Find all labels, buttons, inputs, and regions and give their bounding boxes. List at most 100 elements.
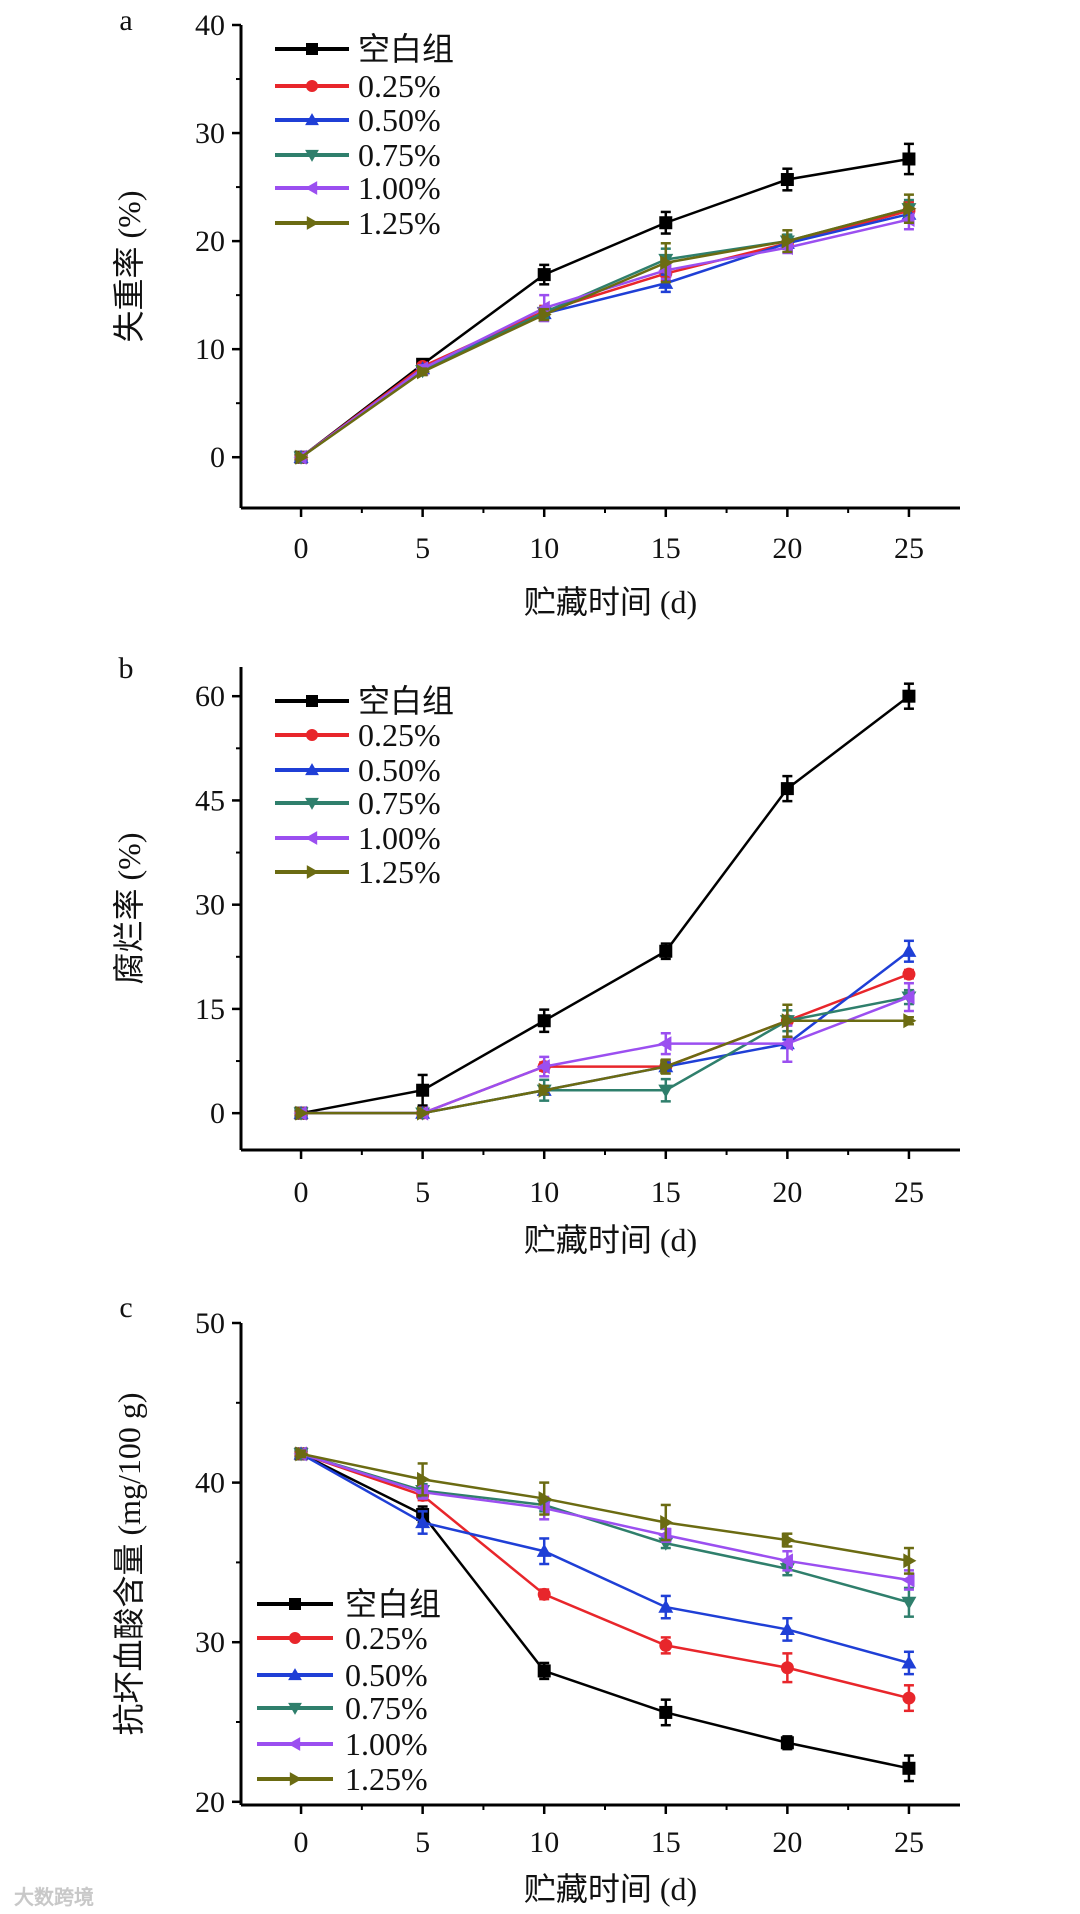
legend-label: 1.00% [345,1726,428,1762]
x-tick-label: 5 [415,532,430,565]
legend-entry: 1.25% [275,205,441,241]
legend-entry: 0.25% [257,1620,428,1656]
series-line [300,207,910,459]
legend-label: 0.50% [358,102,441,138]
data-point [779,1621,795,1636]
legend-marker [289,1632,301,1644]
y-tick-label: 40 [195,9,225,42]
series-line [300,1452,910,1563]
legend-label: 0.25% [358,717,441,753]
legend-label: 空白组 [345,1586,441,1622]
data-point [660,1515,674,1530]
x-tick-label: 25 [894,1176,924,1209]
series-line [301,973,910,1115]
series-line [300,218,910,459]
y-axis-label: 腐烂率 (%) [111,833,147,985]
data-point [903,1553,917,1569]
series-line [300,207,910,459]
data-point [901,1572,915,1588]
legend-entry: 0.75% [275,785,441,821]
series-line [300,1452,910,1770]
series-line [300,1452,910,1665]
x-tick-label: 5 [415,1176,430,1209]
x-tick-label: 15 [651,1176,681,1209]
data-point [417,1471,431,1487]
legend-entry: 1.00% [275,170,441,206]
x-axis-label: 贮藏时间 (d) [524,1222,697,1258]
legend-marker [305,181,318,195]
chart-panel-c: 20 30 40 50 0 5 10 15 20 25 贮藏时间 (d) 抗坏血酸含量 (mg/100… [111,1291,960,1907]
series-1.00% [293,981,915,1121]
y-tick-label: 30 [195,117,225,150]
legend-entry: 空白组 [275,31,454,67]
data-point [295,449,309,465]
x-tick-label: 20 [772,1176,802,1209]
x-tick-label: 25 [894,532,924,565]
data-point [901,943,917,957]
data-point [779,1036,793,1052]
y-tick-label: 0 [210,1097,225,1130]
data-point [538,1491,552,1507]
series-0.25% [294,200,916,464]
data-point [659,216,673,230]
data-point [659,1638,673,1652]
legend-label: 0.25% [358,68,441,104]
legend-marker [305,797,319,810]
y-tick-label: 45 [195,784,225,817]
legend-marker [305,831,318,845]
legend-entry: 空白组 [275,683,454,719]
y-tick-label: 50 [195,1307,225,1340]
data-point [659,944,673,958]
data-point [538,307,552,323]
x-tick-label: 0 [294,1826,309,1859]
data-point [901,1596,917,1610]
data-point [537,1664,551,1678]
x-axis-label: 贮藏时间 (d) [524,1871,697,1907]
y-tick-label: 60 [195,680,225,713]
data-point [660,1059,674,1075]
series-1.00% [293,1446,915,1591]
legend-marker [306,216,319,230]
x-tick-label: 10 [529,1176,559,1209]
legend-label: 1.25% [358,205,441,241]
legend-label: 空白组 [358,31,454,67]
legend-marker [288,1737,301,1751]
x-tick-label: 20 [772,532,802,565]
panel-label: b [119,652,134,685]
legend-label: 空白组 [358,683,454,719]
data-point [780,173,794,187]
legend-label: 1.00% [358,820,441,856]
data-point [417,1105,431,1121]
legend-entry: 1.25% [257,1761,428,1797]
data-point [902,1691,916,1705]
series-line [300,1452,910,1604]
data-point [903,1013,917,1029]
x-tick-label: 15 [651,532,681,565]
legend-entry: 1.00% [275,820,441,856]
legend-entry: 1.00% [257,1726,428,1762]
legend-marker [305,149,319,162]
data-point [780,1736,794,1750]
data-point [415,1515,431,1529]
legend-marker [305,113,319,126]
legend-marker [288,1668,302,1681]
data-point [902,689,916,703]
x-tick-label: 10 [529,532,559,565]
y-tick-label: 15 [195,993,225,1026]
data-point [658,1084,674,1098]
legend-marker [306,695,318,707]
legend-marker [306,865,319,879]
data-point [902,152,916,166]
y-tick-label: 30 [195,1626,225,1659]
data-point [902,1761,916,1775]
data-point [537,268,551,282]
data-point [295,1105,309,1121]
series-1.25% [295,1003,917,1121]
x-tick-label: 10 [529,1826,559,1859]
series-line [300,1452,910,1582]
y-tick-label: 10 [195,333,225,366]
data-point [537,1014,551,1028]
series-空白组 [294,682,916,1120]
legend-label: 0.25% [345,1620,428,1656]
